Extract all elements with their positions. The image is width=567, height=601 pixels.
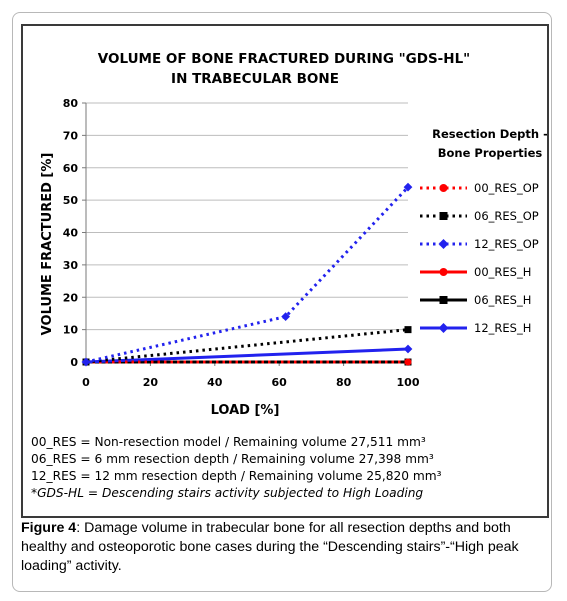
- caption-text: : Damage volume in trabecular bone for a…: [21, 520, 519, 574]
- note-line: *GDS-HL = Descending stairs activity sub…: [31, 486, 424, 500]
- caption-label: Figure 4: [21, 520, 77, 536]
- data-point: [404, 358, 412, 366]
- legend-label: 06_RES_OP: [474, 209, 539, 223]
- y-tick-label: 10: [63, 324, 79, 337]
- legend-entry-12_RES_H: 12_RES_H: [420, 321, 531, 335]
- legend-label: 00_RES_OP: [474, 181, 539, 195]
- series-line: [85, 347, 409, 364]
- note-line: 12_RES = 12 mm resection depth / Remaini…: [31, 469, 442, 483]
- x-axis-label: LOAD [%]: [211, 403, 280, 418]
- y-tick-label: 30: [63, 259, 79, 272]
- data-point: [403, 344, 413, 354]
- data-point: [281, 312, 291, 322]
- series-lines: [81, 182, 413, 367]
- figure-caption: Figure 4: Damage volume in trabecular bo…: [21, 519, 546, 576]
- chart-area: VOLUME OF BONE FRACTURED DURING "GDS-HL"…: [21, 24, 549, 433]
- legend-entry-06_RES_H: 06_RES_H: [420, 293, 531, 307]
- legend-marker: [439, 268, 448, 276]
- y-tick-labels: 0 10 20 30 40 50 60 70 80: [63, 97, 79, 369]
- chart-title-line-1: VOLUME OF BONE FRACTURED DURING "GDS-HL": [98, 51, 470, 67]
- legend-label: 06_RES_H: [474, 293, 531, 307]
- notes-box: 00_RES = Non-resection model / Remaining…: [21, 431, 549, 518]
- legend-title-line-2: Bone Properties: [438, 146, 543, 160]
- y-tick-label: 40: [63, 227, 79, 240]
- legend-label: 00_RES_H: [474, 265, 531, 279]
- x-tick-label: 0: [82, 376, 90, 389]
- series-12_RES_OP: [81, 182, 413, 367]
- x-tick-label: 80: [336, 376, 352, 389]
- legend-marker: [439, 184, 448, 192]
- line-chart: VOLUME OF BONE FRACTURED DURING "GDS-HL"…: [40, 51, 547, 418]
- legend-marker: [438, 323, 449, 333]
- x-tick-label: 20: [143, 376, 159, 389]
- data-point: [81, 357, 91, 367]
- data-point: [403, 182, 413, 192]
- legend-entry-12_RES_OP: 12_RES_OP: [420, 237, 539, 251]
- y-tick-label: 50: [63, 194, 79, 207]
- legend-marker: [439, 212, 448, 220]
- x-tick-label: 100: [397, 376, 420, 389]
- x-tick-labels: 0 20 40 60 80 100: [82, 376, 420, 389]
- legend-label: 12_RES_OP: [474, 237, 539, 251]
- y-tick-label: 20: [63, 291, 79, 304]
- note-line: 00_RES = Non-resection model / Remaining…: [31, 435, 426, 449]
- legend-marker: [439, 296, 448, 304]
- gridlines: [86, 102, 408, 331]
- y-tick-label: 60: [63, 162, 79, 175]
- series-line: [85, 328, 409, 364]
- legend-entry-00_RES_H: 00_RES_H: [420, 265, 531, 279]
- legend-marker: [438, 239, 449, 249]
- y-tick-label: 0: [70, 356, 78, 369]
- legend-label: 12_RES_H: [474, 321, 531, 335]
- data-point: [404, 326, 412, 334]
- x-tick-label: 40: [207, 376, 223, 389]
- legend-entry-00_RES_OP: 00_RES_OP: [420, 181, 539, 195]
- chart-title-line-2: IN TRABECULAR BONE: [171, 71, 339, 87]
- y-tick-label: 70: [63, 129, 79, 142]
- legend-entry-06_RES_OP: 06_RES_OP: [420, 209, 539, 223]
- note-line: 06_RES = 6 mm resection depth / Remainin…: [31, 452, 434, 466]
- y-tick-label: 80: [63, 97, 79, 110]
- legend: Resection Depth - Bone Properties 00_RES…: [420, 127, 547, 335]
- x-tick-label: 60: [272, 376, 288, 389]
- legend-title-line-1: Resection Depth -: [432, 127, 547, 141]
- y-axis-label: VOLUME FRACTURED [%]: [40, 153, 55, 336]
